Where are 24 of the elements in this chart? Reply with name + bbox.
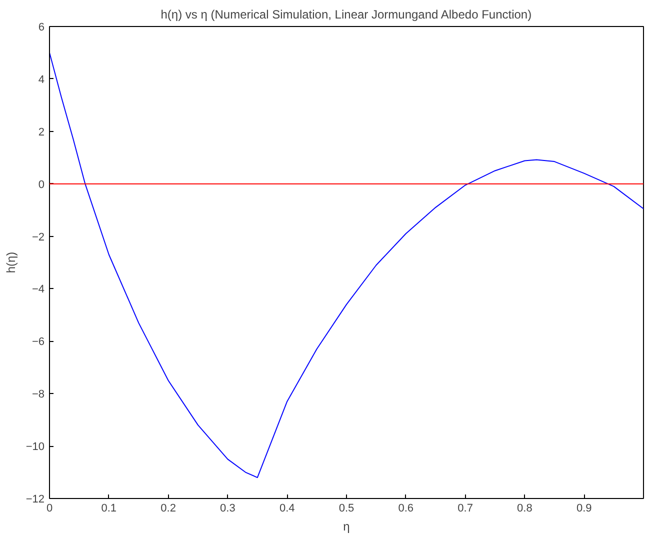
y-tick-label: −12: [26, 494, 45, 506]
y-axis-title: h(η): [4, 252, 18, 274]
chart-title: h(η) vs η (Numerical Simulation, Linear Jormungand Albedo Function): [160, 8, 532, 22]
y-tick-label: 6: [38, 22, 45, 34]
x-tick-label: 0.7: [458, 502, 473, 514]
x-tick-label: 0: [46, 502, 53, 514]
x-tick-label: 0.5: [338, 502, 354, 514]
x-axis-title: η: [343, 520, 350, 534]
y-tick-label: −10: [26, 441, 45, 454]
y-tick-label: −4: [32, 284, 45, 296]
y-tick-label: −2: [32, 231, 45, 244]
x-tick-label: 0.6: [398, 502, 414, 514]
x-tick-label: 0.9: [576, 502, 592, 514]
x-tick-label: 0.1: [101, 502, 117, 514]
y-tick-label: 4: [38, 74, 45, 86]
x-tick-label: 0.4: [279, 502, 295, 514]
y-tick-label: −6: [32, 336, 45, 348]
y-tick-label: −8: [32, 388, 45, 401]
line-series: [50, 52, 644, 478]
x-tick-label: 0.3: [220, 502, 236, 514]
y-tick-label: 0: [38, 178, 45, 191]
y-tick-label: 2: [38, 126, 45, 138]
x-tick-label: 0.8: [517, 502, 532, 514]
x-tick-label: 0.2: [160, 502, 176, 514]
